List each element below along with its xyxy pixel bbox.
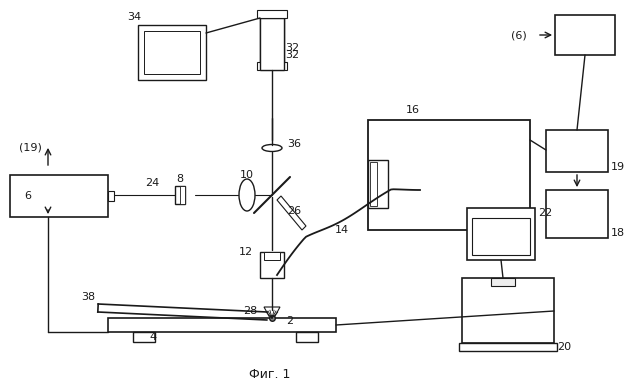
Bar [108, 318, 336, 332]
Text: 14: 14 [335, 225, 349, 235]
Bar [555, 15, 615, 55]
Bar [546, 130, 608, 172]
Text: 32: 32 [285, 50, 299, 60]
Bar [260, 252, 284, 278]
Text: 2: 2 [287, 316, 294, 326]
Text: (6): (6) [511, 30, 527, 40]
Text: 6: 6 [24, 191, 31, 201]
Text: 19: 19 [611, 162, 625, 172]
Polygon shape [264, 307, 280, 318]
Text: 24: 24 [145, 178, 159, 188]
Bar [491, 278, 515, 286]
Text: 32: 32 [285, 43, 299, 53]
Text: 20: 20 [557, 342, 571, 352]
Bar [546, 190, 608, 238]
Text: 38: 38 [81, 292, 95, 302]
Bar [462, 278, 554, 343]
Text: 4: 4 [149, 332, 157, 342]
Bar [133, 332, 155, 342]
Bar [108, 191, 114, 201]
Text: 16: 16 [406, 105, 420, 115]
Text: 36: 36 [287, 139, 301, 149]
Text: 10: 10 [240, 170, 254, 180]
Text: 34: 34 [127, 12, 141, 22]
Text: Фиг. 1: Фиг. 1 [250, 367, 291, 381]
Bar [368, 120, 530, 230]
Bar [370, 162, 377, 206]
Bar [459, 343, 557, 351]
Bar [264, 252, 280, 260]
Polygon shape [277, 196, 306, 230]
Bar [175, 186, 185, 204]
Bar [10, 175, 108, 217]
Ellipse shape [239, 179, 255, 211]
Ellipse shape [262, 144, 282, 151]
Bar [260, 18, 284, 70]
Text: (19): (19) [19, 143, 42, 153]
Bar [257, 10, 287, 18]
Text: 12: 12 [239, 247, 253, 257]
Text: 18: 18 [611, 228, 625, 238]
Bar [138, 25, 206, 80]
Text: 8: 8 [177, 174, 184, 184]
Bar [260, 18, 284, 68]
Text: 26: 26 [287, 206, 301, 216]
Bar [257, 62, 287, 70]
Bar [296, 332, 318, 342]
Bar [368, 160, 388, 208]
Bar [467, 208, 535, 260]
Bar [180, 186, 185, 204]
Bar [472, 218, 530, 255]
Text: 28: 28 [243, 306, 257, 316]
Bar [144, 31, 200, 74]
Text: 22: 22 [538, 208, 552, 218]
